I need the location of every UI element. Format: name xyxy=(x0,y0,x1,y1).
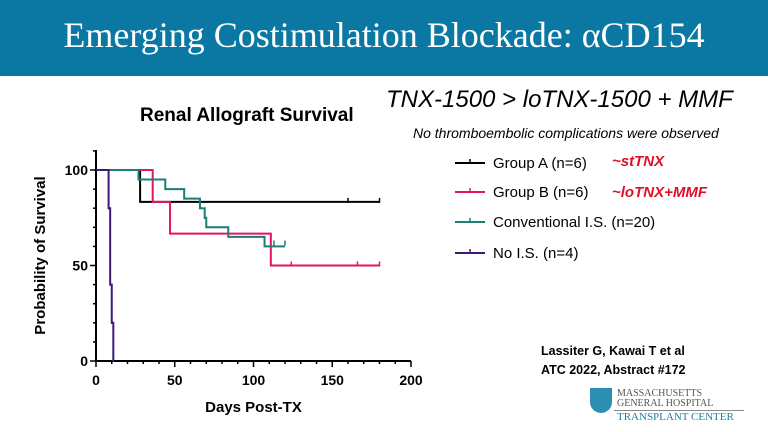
headline: TNX-1500 > loTNX-1500 + MMF xyxy=(386,86,733,113)
x-tick-label: 0 xyxy=(92,372,100,388)
mgh-seal-logo xyxy=(590,388,612,413)
slide-title: Emerging Costimulation Blockade: αCD154 xyxy=(63,15,705,55)
chart-title: Renal Allograft Survival xyxy=(140,105,354,126)
subheadline: No thromboembolic complications were obs… xyxy=(413,125,719,141)
citation-line-2: ATC 2022, Abstract #172 xyxy=(541,363,686,377)
logo-line-3: TRANSPLANT CENTER xyxy=(617,411,734,423)
legend-label: Group B (n=6) xyxy=(493,184,588,201)
y-tick-label: 0 xyxy=(80,353,88,369)
logo-line-1: MASSACHUSETTS xyxy=(617,388,703,399)
legend-label: Group A (n=6) xyxy=(493,155,587,172)
citation: Lassiter G, Kawai T et al ATC 2022, Abst… xyxy=(541,342,686,380)
citation-line-1: Lassiter G, Kawai T et al xyxy=(541,344,685,358)
annotation-group-a: ~stTNX xyxy=(612,153,665,170)
x-tick-label: 50 xyxy=(167,372,183,388)
x-tick-label: 200 xyxy=(399,372,423,388)
logo-line-2: GENERAL HOSPITAL xyxy=(617,398,714,409)
series-line-1 xyxy=(96,169,380,267)
title-bar: Emerging Costimulation Blockade: αCD154 xyxy=(0,0,768,76)
x-tick-label: 150 xyxy=(321,372,345,388)
annotation-group-b: ~loTNX+MMF xyxy=(612,184,708,201)
logo-divider xyxy=(614,410,744,411)
legend-label: Conventional I.S. (n=20) xyxy=(493,214,655,231)
y-axis-label: Probability of Survival xyxy=(32,176,49,334)
x-axis-label: Days Post-TX xyxy=(205,399,302,416)
series-line-3 xyxy=(96,169,115,361)
y-tick-label: 50 xyxy=(72,258,88,274)
y-tick-label: 100 xyxy=(65,162,89,178)
legend-label: No I.S. (n=4) xyxy=(493,245,578,262)
x-tick-label: 100 xyxy=(242,372,266,388)
series-line-2 xyxy=(96,169,285,248)
